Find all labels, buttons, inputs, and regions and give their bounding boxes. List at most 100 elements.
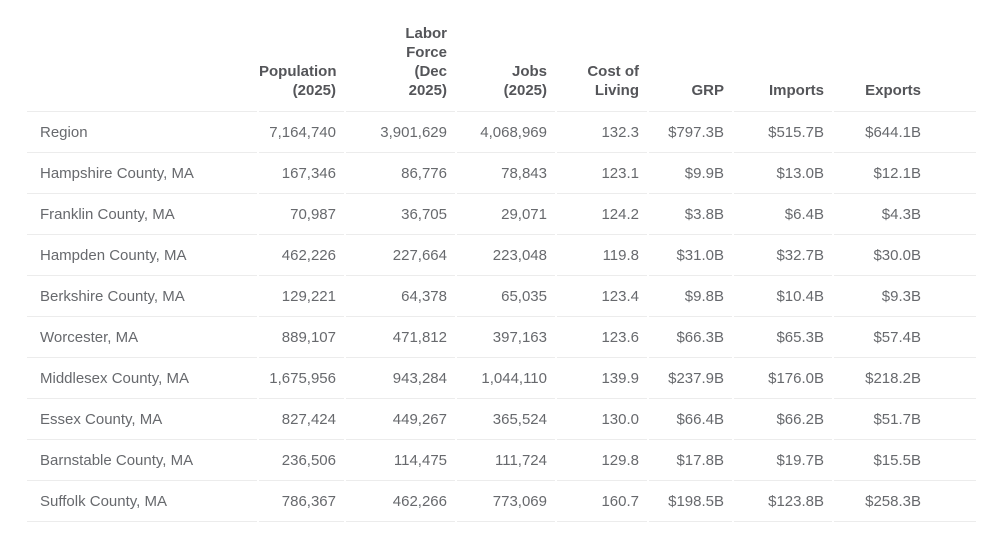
row-label: Berkshire County, MA	[27, 276, 257, 317]
column-header-labor-force: Labor Force (Dec 2025)	[346, 8, 455, 112]
population-value: 236,506	[259, 440, 344, 481]
cost-of-living-value: 124.2	[557, 194, 647, 235]
table-row-suffolk: Suffolk County, MA 786,367 462,266 773,0…	[27, 481, 976, 522]
column-header-jobs: Jobs (2025)	[457, 8, 555, 112]
labor-force-value: 86,776	[346, 153, 455, 194]
jobs-value: 773,069	[457, 481, 555, 522]
jobs-value: 29,071	[457, 194, 555, 235]
exports-value: $4.3B	[834, 194, 976, 235]
row-label: Hampden County, MA	[27, 235, 257, 276]
labor-force-value: 471,812	[346, 317, 455, 358]
grp-value: $9.9B	[649, 153, 732, 194]
exports-value: $12.1B	[834, 153, 976, 194]
cost-of-living-value: 160.7	[557, 481, 647, 522]
regional-economy-table: Population (2025) Labor Force (Dec 2025)…	[25, 8, 978, 522]
jobs-value: 1,044,110	[457, 358, 555, 399]
exports-value: $644.1B	[834, 112, 976, 153]
labor-force-value: 943,284	[346, 358, 455, 399]
table-row-franklin: Franklin County, MA 70,987 36,705 29,071…	[27, 194, 976, 235]
column-header-exports: Exports	[834, 8, 976, 112]
jobs-value: 78,843	[457, 153, 555, 194]
imports-value: $10.4B	[734, 276, 832, 317]
imports-value: $123.8B	[734, 481, 832, 522]
grp-value: $66.4B	[649, 399, 732, 440]
cost-of-living-value: 139.9	[557, 358, 647, 399]
table-row-worcester: Worcester, MA 889,107 471,812 397,163 12…	[27, 317, 976, 358]
population-value: 889,107	[259, 317, 344, 358]
grp-value: $66.3B	[649, 317, 732, 358]
population-value: 827,424	[259, 399, 344, 440]
cost-of-living-value: 123.1	[557, 153, 647, 194]
population-value: 462,226	[259, 235, 344, 276]
exports-value: $9.3B	[834, 276, 976, 317]
imports-value: $66.2B	[734, 399, 832, 440]
row-label: Region	[27, 112, 257, 153]
cost-of-living-value: 123.6	[557, 317, 647, 358]
grp-value: $9.8B	[649, 276, 732, 317]
row-label: Middlesex County, MA	[27, 358, 257, 399]
labor-force-value: 462,266	[346, 481, 455, 522]
imports-value: $65.3B	[734, 317, 832, 358]
header-row: Population (2025) Labor Force (Dec 2025)…	[27, 8, 976, 112]
imports-value: $13.0B	[734, 153, 832, 194]
labor-force-value: 449,267	[346, 399, 455, 440]
grp-value: $31.0B	[649, 235, 732, 276]
cost-of-living-value: 129.8	[557, 440, 647, 481]
row-label: Barnstable County, MA	[27, 440, 257, 481]
column-header-region	[27, 8, 257, 112]
population-value: 70,987	[259, 194, 344, 235]
table-row-hampshire: Hampshire County, MA 167,346 86,776 78,8…	[27, 153, 976, 194]
imports-value: $6.4B	[734, 194, 832, 235]
population-value: 7,164,740	[259, 112, 344, 153]
jobs-value: 111,724	[457, 440, 555, 481]
table-row-hampden: Hampden County, MA 462,226 227,664 223,0…	[27, 235, 976, 276]
table-row-region: Region 7,164,740 3,901,629 4,068,969 132…	[27, 112, 976, 153]
labor-force-value: 36,705	[346, 194, 455, 235]
row-label: Suffolk County, MA	[27, 481, 257, 522]
population-value: 1,675,956	[259, 358, 344, 399]
exports-value: $15.5B	[834, 440, 976, 481]
labor-force-value: 64,378	[346, 276, 455, 317]
row-label: Essex County, MA	[27, 399, 257, 440]
jobs-value: 223,048	[457, 235, 555, 276]
row-label: Worcester, MA	[27, 317, 257, 358]
imports-value: $515.7B	[734, 112, 832, 153]
cost-of-living-value: 130.0	[557, 399, 647, 440]
column-header-imports: Imports	[734, 8, 832, 112]
table-row-middlesex: Middlesex County, MA 1,675,956 943,284 1…	[27, 358, 976, 399]
table-row-essex: Essex County, MA 827,424 449,267 365,524…	[27, 399, 976, 440]
exports-value: $57.4B	[834, 317, 976, 358]
imports-value: $176.0B	[734, 358, 832, 399]
labor-force-value: 3,901,629	[346, 112, 455, 153]
cost-of-living-value: 119.8	[557, 235, 647, 276]
grp-value: $3.8B	[649, 194, 732, 235]
grp-value: $17.8B	[649, 440, 732, 481]
imports-value: $19.7B	[734, 440, 832, 481]
cost-of-living-value: 123.4	[557, 276, 647, 317]
exports-value: $258.3B	[834, 481, 976, 522]
column-header-cost-of-living: Cost of Living	[557, 8, 647, 112]
cost-of-living-value: 132.3	[557, 112, 647, 153]
population-value: 167,346	[259, 153, 344, 194]
labor-force-value: 227,664	[346, 235, 455, 276]
exports-value: $218.2B	[834, 358, 976, 399]
jobs-value: 4,068,969	[457, 112, 555, 153]
jobs-value: 397,163	[457, 317, 555, 358]
column-header-grp: GRP	[649, 8, 732, 112]
jobs-value: 65,035	[457, 276, 555, 317]
labor-force-value: 114,475	[346, 440, 455, 481]
column-header-population: Population (2025)	[259, 8, 344, 112]
exports-value: $51.7B	[834, 399, 976, 440]
row-label: Hampshire County, MA	[27, 153, 257, 194]
grp-value: $198.5B	[649, 481, 732, 522]
imports-value: $32.7B	[734, 235, 832, 276]
table-row-barnstable: Barnstable County, MA 236,506 114,475 11…	[27, 440, 976, 481]
grp-value: $797.3B	[649, 112, 732, 153]
row-label: Franklin County, MA	[27, 194, 257, 235]
grp-value: $237.9B	[649, 358, 732, 399]
jobs-value: 365,524	[457, 399, 555, 440]
table-row-berkshire: Berkshire County, MA 129,221 64,378 65,0…	[27, 276, 976, 317]
population-value: 129,221	[259, 276, 344, 317]
exports-value: $30.0B	[834, 235, 976, 276]
population-value: 786,367	[259, 481, 344, 522]
